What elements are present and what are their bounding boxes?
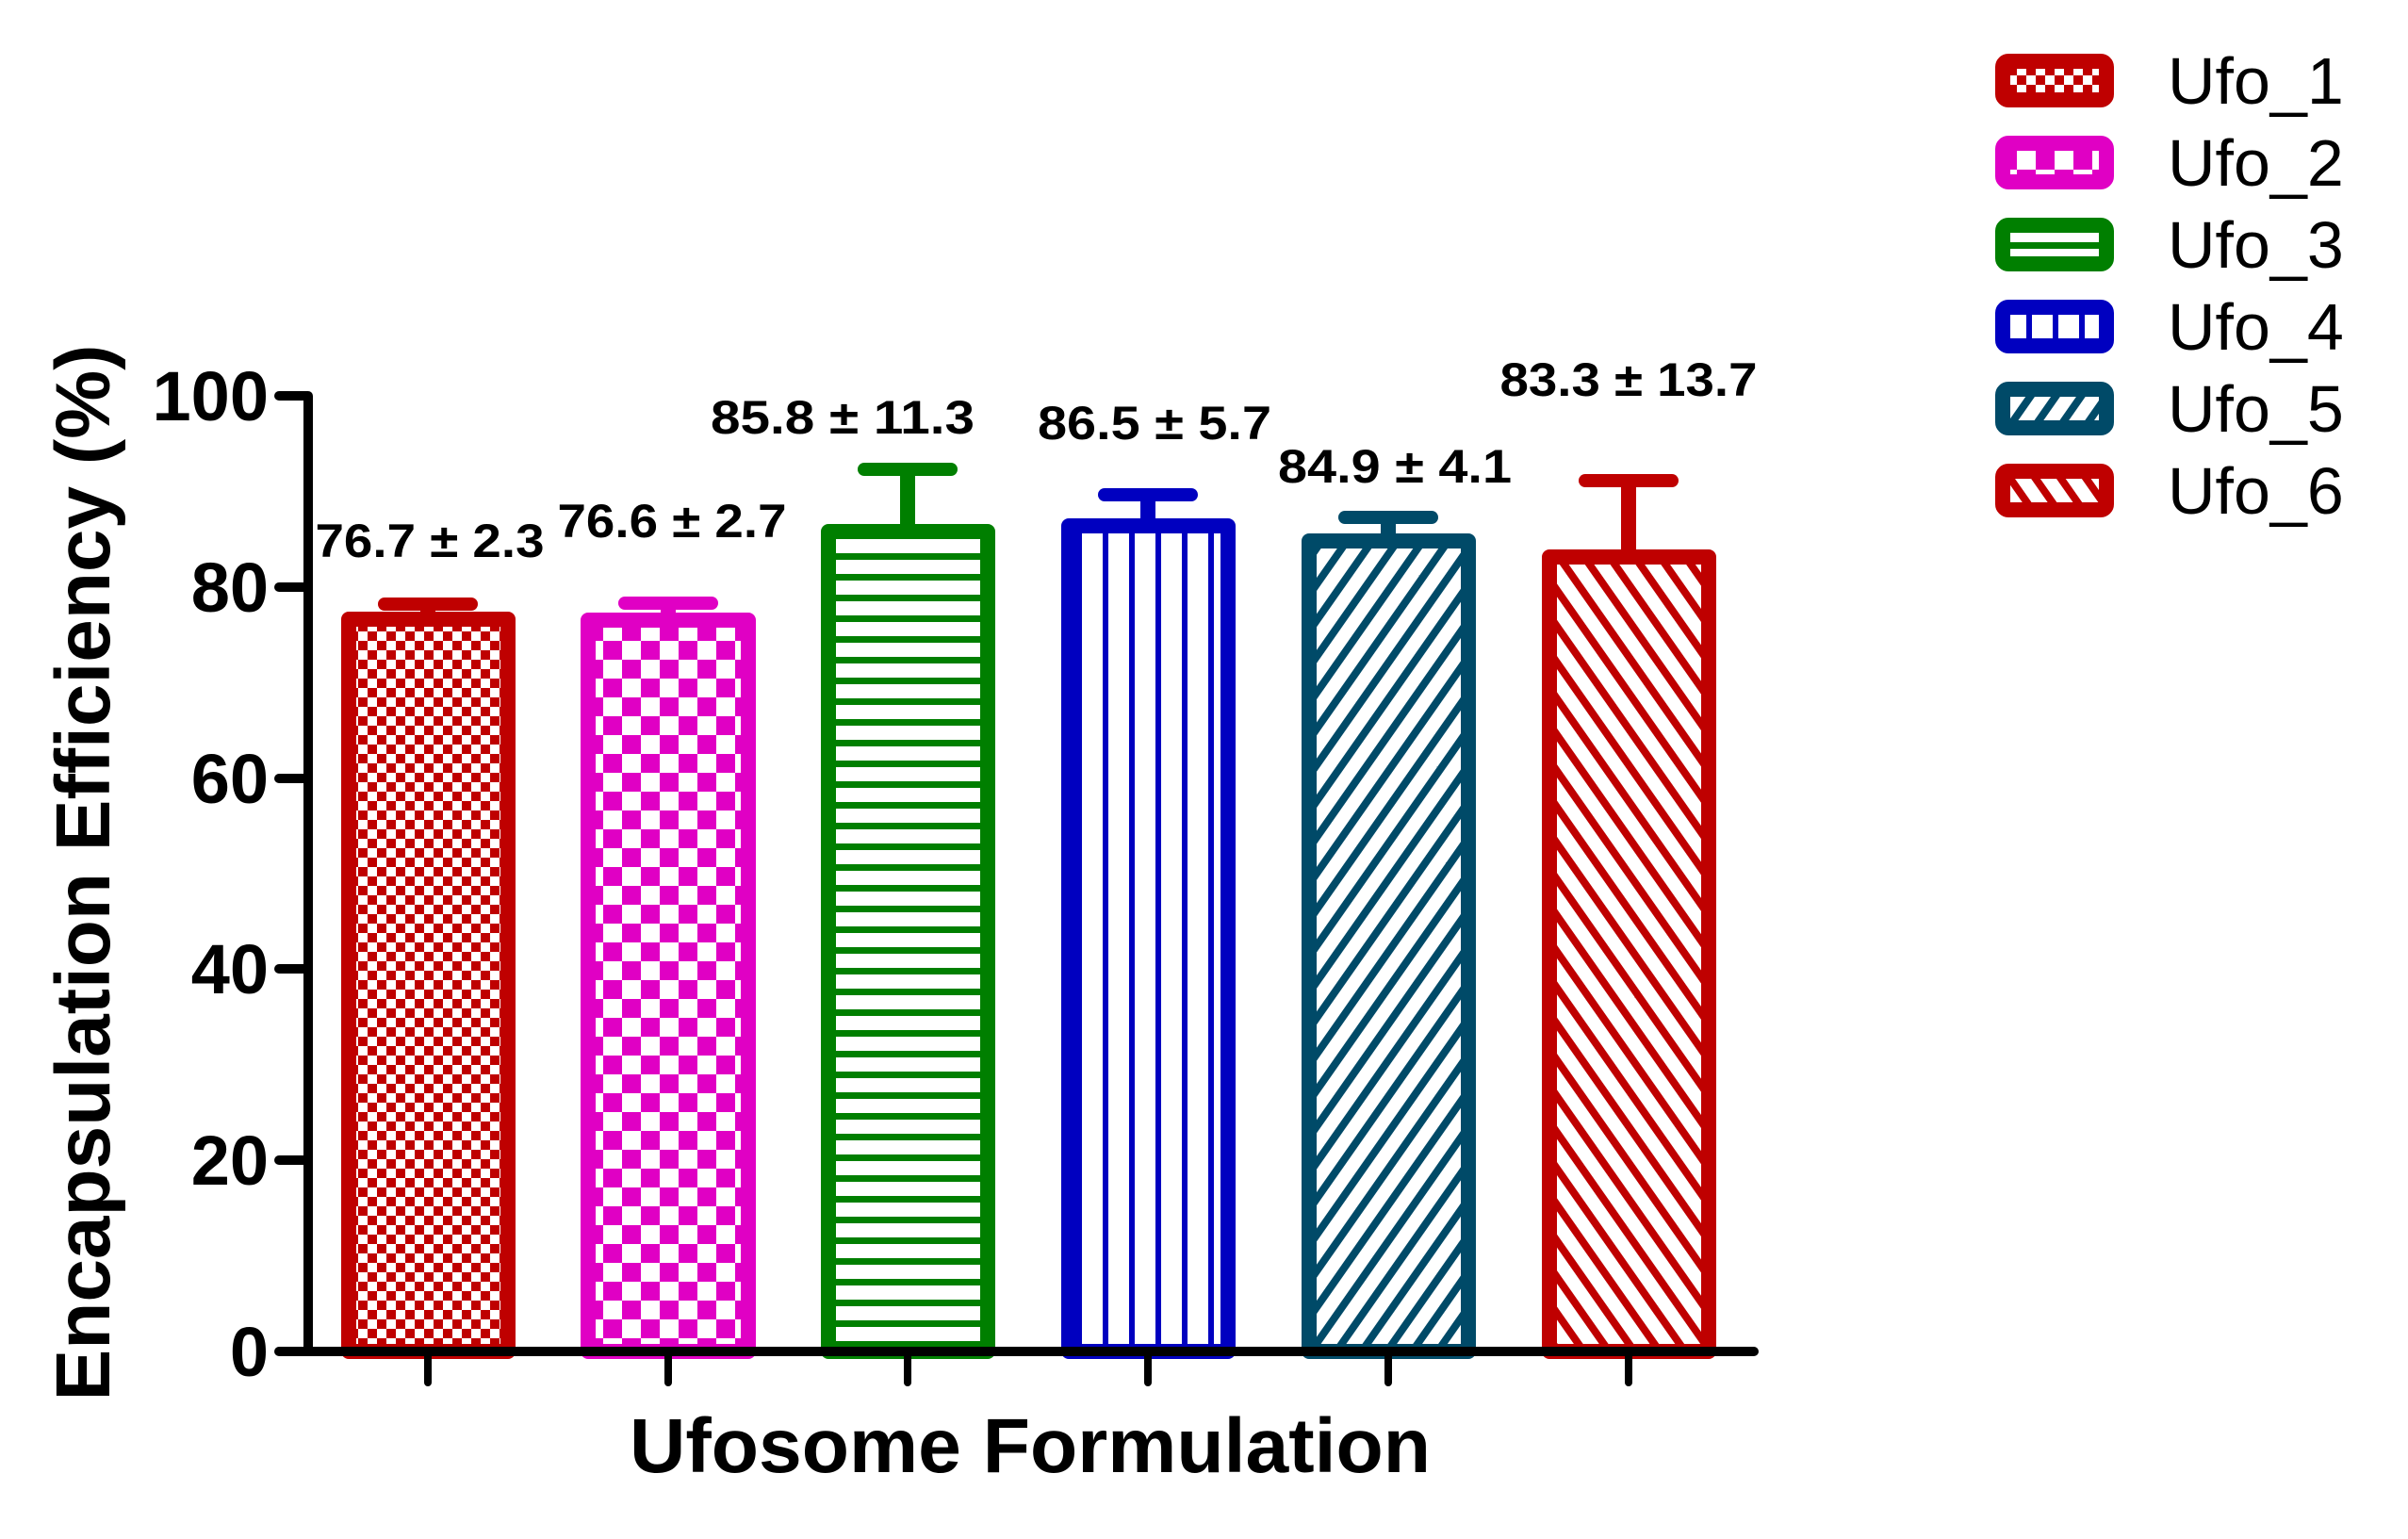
- legend-swatch-ufo-6: [1995, 464, 2114, 517]
- legend-item-ufo-1: Ufo_1: [1995, 44, 2344, 118]
- bar-ufo-4: [1061, 488, 1236, 1359]
- bar-ufo-3: [821, 463, 995, 1359]
- value-label-ufo-1: 76.7 ± 2.3: [316, 515, 545, 567]
- y-tick-label: 0: [230, 1313, 269, 1391]
- legend-label: Ufo_1: [2168, 44, 2344, 118]
- value-label-ufo-2: 76.6 ± 2.7: [558, 495, 787, 548]
- legend-swatch-ufo-5: [1995, 382, 2114, 435]
- bar-ufo-2: [581, 597, 756, 1359]
- value-label-ufo-3: 85.8 ± 11.3: [711, 391, 975, 444]
- value-labels: 76.7 ± 2.3 76.6 ± 2.7 85.8 ± 11.3 86.5 ±…: [316, 353, 1758, 567]
- legend-item-ufo-6: Ufo_6: [1995, 454, 2344, 528]
- bars: [341, 463, 1716, 1359]
- y-axis-title: Encapsulation Efficiency (%): [41, 345, 126, 1401]
- x-axis-title: Ufosome Formulation: [630, 1403, 1431, 1489]
- y-tick-label: 20: [191, 1122, 269, 1200]
- y-tick-label: 40: [191, 930, 269, 1008]
- legend-label: Ufo_2: [2168, 126, 2344, 200]
- legend-item-ufo-4: Ufo_4: [1995, 290, 2344, 364]
- y-tick-0: 0: [230, 1313, 313, 1391]
- legend-swatch-ufo-1: [1995, 54, 2114, 107]
- legend-item-ufo-3: Ufo_3: [1995, 208, 2344, 282]
- value-label-ufo-5: 84.9 ± 4.1: [1278, 440, 1512, 493]
- legend-label: Ufo_4: [2168, 290, 2344, 364]
- x-axis: [299, 1347, 1759, 1386]
- legend-swatch-ufo-3: [1995, 218, 2114, 271]
- value-label-ufo-4: 86.5 ± 5.7: [1038, 397, 1271, 450]
- y-tick-label: 80: [191, 548, 269, 627]
- bar-ufo-5: [1302, 511, 1476, 1359]
- y-tick-100: 100: [153, 357, 313, 435]
- legend-label: Ufo_5: [2168, 372, 2344, 446]
- legend: Ufo_1 Ufo_2 Ufo_3 Ufo_4 Ufo_5 Ufo_6: [1995, 44, 2344, 528]
- y-tick-60: 60: [191, 740, 313, 818]
- y-tick-40: 40: [191, 930, 313, 1008]
- legend-swatch-ufo-4: [1995, 300, 2114, 353]
- legend-swatch-ufo-2: [1995, 136, 2114, 189]
- y-tick-label: 100: [153, 357, 269, 435]
- legend-label: Ufo_3: [2168, 208, 2344, 282]
- y-tick-label: 60: [191, 740, 269, 818]
- legend-item-ufo-2: Ufo_2: [1995, 126, 2344, 200]
- legend-label: Ufo_6: [2168, 454, 2344, 528]
- legend-item-ufo-5: Ufo_5: [1995, 372, 2344, 446]
- y-tick-20: 20: [191, 1122, 313, 1200]
- bar-ufo-6: [1542, 474, 1716, 1359]
- y-tick-80: 80: [191, 548, 313, 627]
- value-label-ufo-6: 83.3 ± 13.7: [1500, 353, 1758, 406]
- y-axis: 0 20 40 60 80 100: [153, 357, 313, 1391]
- bar-ufo-1: [341, 598, 516, 1359]
